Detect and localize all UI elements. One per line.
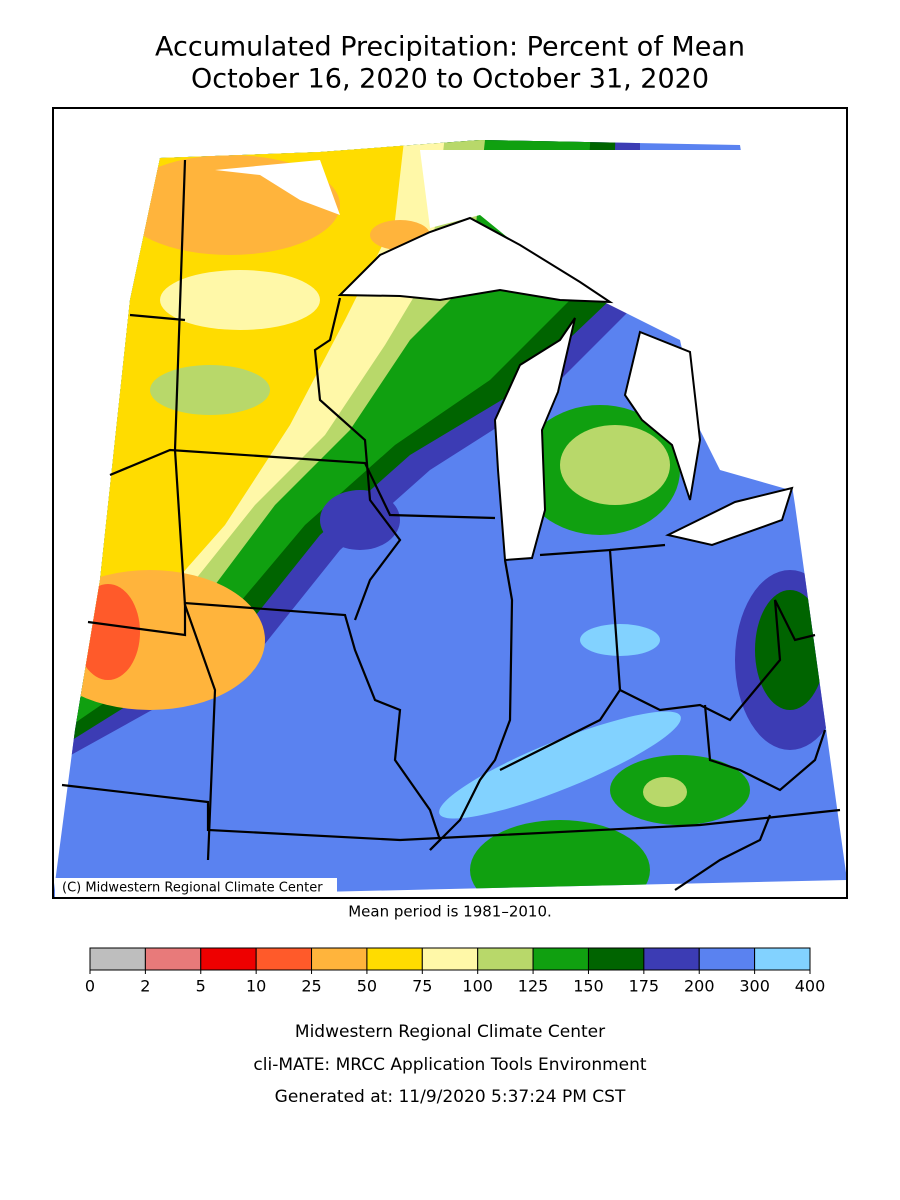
field-lightblue <box>580 624 660 656</box>
legend-swatch <box>200 947 257 971</box>
legend-tick-label: 25 <box>301 977 321 996</box>
legend-tick-label: 0 <box>85 977 95 996</box>
state-line <box>87 601 442 851</box>
canada-area <box>215 160 340 215</box>
lake-huron <box>623 330 702 501</box>
state-line <box>109 448 496 520</box>
state-line <box>313 297 402 621</box>
state-line <box>499 548 622 771</box>
legend-tick-label: 5 <box>196 977 206 996</box>
footer-line: Generated at: 11/9/2020 5:37:24 PM CST <box>275 1087 626 1107</box>
lake-superior <box>337 216 614 304</box>
field-darkblue <box>320 490 400 550</box>
mean-note: Mean period is 1981–2010. <box>348 903 552 921</box>
credit-box <box>55 878 337 897</box>
state-line <box>703 704 827 792</box>
field-orangered <box>76 584 140 680</box>
legend-swatch <box>754 947 811 971</box>
legend-tick-label: 50 <box>357 977 377 996</box>
legend-swatch <box>311 947 368 971</box>
legend-tick-label: 300 <box>739 977 770 996</box>
legend-tick-label: 100 <box>462 977 493 996</box>
map-frame <box>52 107 848 899</box>
legend-swatch <box>89 947 146 971</box>
legend-tick-label: 10 <box>246 977 266 996</box>
legend-swatch <box>698 947 756 971</box>
legend-swatch <box>366 947 423 971</box>
canada-area <box>420 150 847 496</box>
field-darkgreen <box>755 590 825 710</box>
legend-tick-label: 150 <box>573 977 604 996</box>
legend-swatch <box>643 947 700 971</box>
title-line: October 16, 2020 to October 31, 2020 <box>191 64 709 95</box>
legend-swatch <box>144 947 202 971</box>
legend-tick-label: 175 <box>629 977 660 996</box>
state-line <box>674 814 772 891</box>
legend: 0 2 5 10 25 50 75 100 125 150 175 200 300 400 <box>85 947 826 996</box>
state-line <box>61 783 841 842</box>
state-line <box>609 543 666 552</box>
legend-swatch <box>255 947 313 971</box>
map: (C) Midwestern Regional Climate Center <box>53 140 847 898</box>
field-lightgreen <box>150 365 270 415</box>
lake-michigan <box>493 317 576 562</box>
legend-tick-label: 400 <box>795 977 826 996</box>
field-lightgreen <box>643 777 687 807</box>
legend-tick-label: 125 <box>518 977 549 996</box>
footer-line: Midwestern Regional Climate Center <box>295 1022 605 1042</box>
legend-tick-label: 2 <box>140 977 150 996</box>
field-paleyellow <box>160 270 320 330</box>
title-line: Accumulated Precipitation: Percent of Me… <box>155 32 745 63</box>
legend-tick-label: 75 <box>412 977 432 996</box>
field-lightgreen <box>560 425 670 505</box>
field-lightblue <box>439 711 681 819</box>
map-credit: (C) Midwestern Regional Climate Center <box>62 881 323 896</box>
legend-swatch <box>587 947 645 971</box>
state-line <box>129 313 186 322</box>
state-line <box>429 559 514 851</box>
lake-erie <box>665 486 794 547</box>
legend-swatch <box>477 947 534 971</box>
legend-swatch <box>421 947 479 971</box>
state-line <box>619 599 816 722</box>
legend-tick-label: 200 <box>684 977 715 996</box>
footer-line: cli-MATE: MRCC Application Tools Environ… <box>253 1055 646 1075</box>
field-orange <box>53 570 265 710</box>
legend-swatch <box>532 947 589 971</box>
